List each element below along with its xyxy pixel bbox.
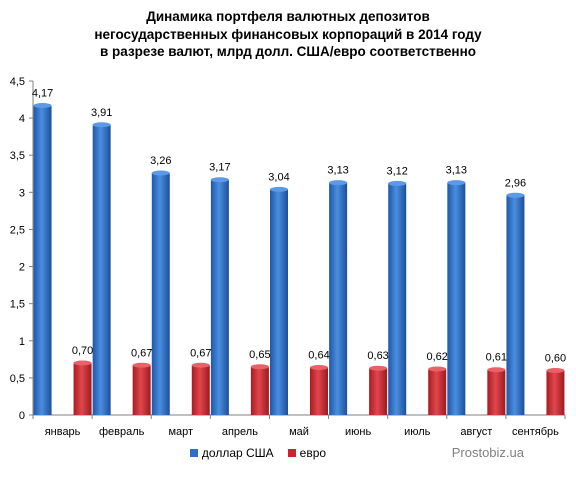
bar-usd: [447, 182, 466, 415]
data-label-eur: 0,61: [486, 352, 507, 364]
y-tick-label: 2: [19, 262, 25, 274]
y-tick-label: 0: [19, 410, 25, 422]
title-line-3: в разрезе валют, млрд долл. США/евро соо…: [100, 44, 476, 59]
title-line-2: негосударственных финансовых корпораций …: [94, 26, 482, 42]
legend-item-usd: доллар США: [189, 446, 274, 460]
data-label-usd: 3,04: [268, 171, 289, 183]
bar-eur-cap: [369, 365, 388, 371]
data-label-eur: 0,64: [308, 349, 329, 361]
bar-eur: [191, 365, 210, 415]
x-tick-label: сентябрь: [512, 426, 559, 438]
bar-usd: [329, 182, 348, 415]
data-label-eur: 0,67: [190, 347, 211, 359]
bar-usd: [506, 195, 525, 415]
bar-eur-cap: [250, 364, 269, 370]
data-label-usd: 3,12: [387, 165, 408, 177]
bar-usd-cap: [92, 122, 111, 128]
data-label-usd: 3,13: [327, 165, 348, 177]
data-label-eur: 0,60: [545, 352, 566, 364]
bar-eur-cap: [132, 362, 151, 368]
bar-eur-cap: [487, 367, 506, 373]
bar-usd-cap: [329, 180, 348, 186]
x-tick-label: август: [460, 426, 492, 438]
bar-usd-cap: [506, 192, 525, 198]
bar-usd: [151, 173, 170, 415]
y-tick-label: 4: [19, 113, 25, 125]
legend-swatch-eur: [287, 449, 296, 457]
y-tick-label: 3: [19, 187, 25, 199]
bar-eur: [132, 365, 151, 415]
watermark: Prostobiz.ua: [451, 445, 524, 460]
bar-eur-cap: [546, 367, 565, 373]
data-label-eur: 0,67: [131, 347, 152, 359]
y-tick-label: 4,5: [10, 76, 25, 88]
x-tick-label: февраль: [99, 426, 145, 438]
bar-eur: [250, 366, 269, 415]
title-line-1: Динамика портфеля валютных депозитов: [146, 9, 430, 24]
bar-usd-cap: [270, 186, 288, 192]
data-label-usd: 2,96: [505, 177, 526, 189]
legend-label-usd: доллар США: [201, 446, 274, 460]
bar-eur: [310, 367, 328, 415]
y-tick-label: 1,5: [10, 299, 25, 311]
bar-eur: [428, 368, 447, 415]
x-tick-label: июнь: [345, 426, 371, 438]
x-tick-label: март: [168, 426, 193, 438]
bar-usd-cap: [388, 180, 407, 186]
bar-eur-cap: [310, 364, 328, 370]
data-label-eur: 0,62: [427, 351, 448, 363]
bar-eur: [546, 370, 565, 415]
data-label-eur: 0,63: [367, 350, 388, 362]
legend: доллар США евро: [0, 446, 576, 460]
data-label-eur: 0,70: [72, 345, 93, 357]
bar-usd-cap: [447, 180, 466, 186]
bar-usd-cap: [210, 177, 229, 183]
bar-usd: [270, 189, 288, 415]
bar-eur: [73, 363, 92, 415]
data-label-usd: 3,13: [446, 165, 467, 177]
y-tick-label: 3,5: [10, 150, 25, 162]
bar-usd-cap: [33, 102, 52, 108]
axes: 0 0,5 1 1,5 2 2,5 3 3,5 4 4,5 январь февраль март апр…: [10, 76, 566, 438]
bars: [33, 102, 565, 416]
y-tick-label: 1: [19, 336, 25, 348]
data-labels: 4,17 3,91 3,26 3,17 3,04 3,13 3,12 3,13 2,96 0,70…: [32, 87, 566, 364]
x-tick-label: июль: [404, 426, 431, 438]
legend-label-eur: евро: [299, 446, 327, 460]
bar-eur-cap: [428, 366, 447, 372]
bar-usd: [92, 124, 111, 416]
bar-eur: [369, 368, 388, 415]
y-tick-label: 2,5: [10, 224, 25, 236]
data-label-usd: 3,17: [209, 162, 230, 174]
x-tick-label: апрель: [222, 426, 258, 438]
legend-item-eur: евро: [287, 446, 327, 460]
bar-eur: [487, 369, 506, 415]
bar-usd: [388, 183, 407, 415]
bar-usd: [33, 105, 52, 415]
chart-title: Динамика портфеля валютных депозитов нег…: [0, 8, 576, 61]
bar-eur-cap: [73, 360, 92, 366]
data-label-usd: 4,17: [32, 87, 53, 99]
bar-usd-cap: [151, 170, 170, 176]
data-label-usd: 3,26: [150, 155, 171, 167]
data-label-usd: 3,91: [91, 107, 112, 119]
data-label-eur: 0,65: [249, 349, 270, 361]
x-tick-label: май: [289, 426, 309, 438]
legend-swatch-usd: [189, 449, 198, 457]
y-tick-label: 0,5: [10, 373, 25, 385]
x-tick-label: январь: [45, 426, 81, 438]
bar-eur-cap: [191, 362, 210, 368]
bar-usd: [210, 179, 229, 415]
